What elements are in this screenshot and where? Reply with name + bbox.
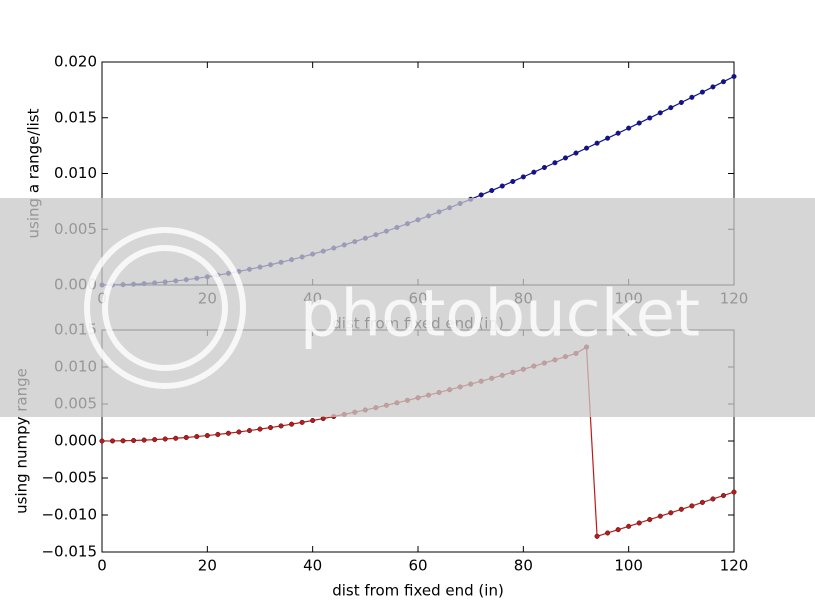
data-point (289, 421, 295, 427)
y-tick-label: −0.010 (41, 506, 97, 524)
data-point (194, 434, 200, 440)
data-point (710, 84, 716, 90)
data-point (246, 428, 253, 434)
data-point (626, 125, 632, 131)
data-point (731, 73, 737, 80)
data-point (720, 79, 727, 85)
data-point (173, 435, 179, 441)
data-point (647, 517, 653, 523)
data-point (478, 192, 484, 198)
data-point (278, 423, 284, 429)
data-point (657, 513, 663, 519)
y-tick-label: 0.015 (54, 108, 97, 126)
data-point (594, 533, 600, 539)
x-tick-label: 80 (514, 557, 533, 575)
data-point (605, 530, 611, 536)
data-point (552, 160, 558, 166)
data-point (657, 110, 663, 116)
x-axis-label: dist from fixed end (in) (332, 582, 504, 600)
x-tick-label: 60 (408, 557, 427, 575)
data-point (162, 436, 168, 442)
data-point (699, 89, 705, 95)
data-point (615, 527, 621, 533)
data-point (720, 492, 727, 499)
y-tick-label: −0.015 (41, 543, 97, 561)
x-tick-label: 20 (198, 557, 217, 575)
data-point (131, 437, 137, 444)
data-point (152, 437, 158, 443)
data-point (647, 115, 653, 121)
data-point (99, 438, 105, 444)
data-point (267, 425, 274, 431)
data-point (562, 155, 569, 161)
data-point (510, 178, 516, 185)
data-point (689, 503, 695, 509)
y-tick-label: 0.000 (54, 432, 97, 450)
data-point (225, 430, 231, 436)
data-point (668, 105, 674, 111)
data-point (615, 130, 621, 136)
data-point (583, 145, 590, 151)
data-point (299, 419, 305, 425)
data-point (310, 417, 316, 424)
watermark-logo (84, 227, 246, 389)
data-point (699, 499, 705, 505)
data-point (204, 433, 210, 439)
y-tick-label: −0.005 (41, 469, 97, 487)
watermark-text: photobucket (300, 278, 700, 352)
data-point (257, 426, 263, 432)
y-tick-label: 0.020 (54, 53, 97, 71)
watermark-logo (102, 245, 228, 371)
data-point (626, 523, 632, 529)
data-point (710, 496, 716, 502)
data-point (520, 174, 526, 180)
data-point (109, 438, 116, 444)
data-point (573, 150, 579, 156)
data-point (594, 140, 600, 146)
x-tick-label: 120 (720, 557, 749, 575)
data-point (678, 99, 684, 106)
data-point (120, 438, 126, 444)
data-point (689, 94, 695, 100)
data-point (731, 489, 737, 495)
data-point (678, 506, 684, 512)
data-point (668, 510, 674, 516)
x-tick-label: 100 (614, 557, 643, 575)
data-point (531, 169, 537, 175)
data-point (636, 120, 642, 126)
data-point (636, 520, 642, 526)
data-point (183, 434, 189, 441)
y-tick-label: 0.010 (54, 164, 97, 182)
data-point (141, 437, 147, 443)
x-tick-label: 0 (97, 557, 107, 575)
data-point (541, 164, 547, 171)
x-tick-label: 40 (303, 557, 322, 575)
data-point (236, 429, 242, 435)
data-point (605, 135, 611, 141)
data-point (499, 183, 505, 189)
data-point (489, 187, 495, 194)
data-point (215, 431, 221, 438)
